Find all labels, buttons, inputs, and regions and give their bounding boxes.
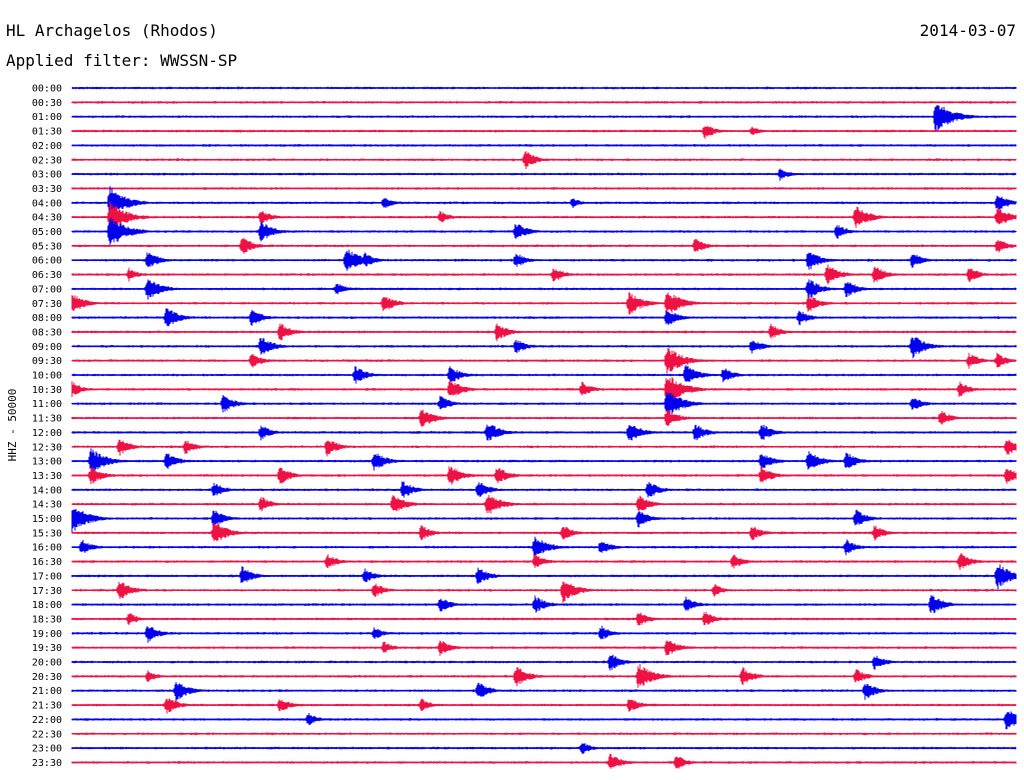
trace-row <box>71 625 1017 643</box>
time-label: 22:00 <box>32 715 62 726</box>
time-label: 18:00 <box>32 600 62 611</box>
time-label: 10:30 <box>32 385 62 396</box>
time-label: 20:30 <box>32 672 62 683</box>
trace-row <box>71 126 1017 139</box>
trace-row <box>71 753 1017 769</box>
time-label: 10:00 <box>32 371 62 382</box>
time-label: 18:30 <box>32 614 62 625</box>
trace-row <box>71 201 1017 231</box>
time-label: 11:30 <box>32 414 62 425</box>
time-label: 08:00 <box>32 313 62 324</box>
trace-row <box>71 377 1017 406</box>
time-label: 13:30 <box>32 471 62 482</box>
time-label: 06:30 <box>32 270 62 281</box>
time-label: 20:00 <box>32 658 62 669</box>
time-label: 06:00 <box>32 256 62 267</box>
trace-row <box>71 448 1017 472</box>
trace-row <box>71 105 1017 132</box>
trace-row <box>71 522 1017 542</box>
date-label: 2014-03-07 <box>919 21 1016 40</box>
time-label: 17:00 <box>32 571 62 582</box>
trace-row <box>71 186 1017 217</box>
seismogram-traces <box>71 86 1017 769</box>
time-label: 02:00 <box>32 141 62 152</box>
time-label: 16:00 <box>32 543 62 554</box>
time-label: 14:00 <box>32 485 62 496</box>
time-label: 03:30 <box>32 184 62 195</box>
time-label: 01:00 <box>32 112 62 123</box>
time-label: 22:30 <box>32 729 62 740</box>
time-label: 09:00 <box>32 342 62 353</box>
time-label: 03:00 <box>32 170 62 181</box>
time-label: 16:30 <box>32 557 62 568</box>
time-label: 19:30 <box>32 643 62 654</box>
trace-row <box>71 564 1017 590</box>
trace-row <box>71 291 1017 317</box>
time-label: 02:30 <box>32 155 62 166</box>
time-label: 11:00 <box>32 399 62 410</box>
time-label: 23:00 <box>32 744 62 755</box>
y-axis-label: HHZ - 50000 <box>6 389 19 462</box>
trace-row <box>71 581 1017 603</box>
time-label: 17:30 <box>32 586 62 597</box>
time-label: 07:00 <box>32 284 62 295</box>
time-label: 04:00 <box>32 198 62 209</box>
time-label: 15:30 <box>32 528 62 539</box>
time-label: 00:30 <box>32 98 62 109</box>
time-label: 09:30 <box>32 356 62 367</box>
time-label: 21:30 <box>32 701 62 712</box>
time-label: 23:30 <box>32 758 62 769</box>
trace-row <box>71 682 1017 702</box>
filter-label: Applied filter: WWSSN-SP <box>6 51 238 70</box>
time-label: 15:00 <box>32 514 62 525</box>
time-label: 04:30 <box>32 213 62 224</box>
time-label: 05:00 <box>32 227 62 238</box>
time-label: 00:00 <box>32 84 62 95</box>
time-label: 19:00 <box>32 629 62 640</box>
time-label: 07:30 <box>32 299 62 310</box>
trace-row <box>71 698 1017 714</box>
time-label: 12:00 <box>32 428 62 439</box>
time-label: 21:00 <box>32 686 62 697</box>
time-label: 12:30 <box>32 442 62 453</box>
trace-row <box>71 711 1017 730</box>
time-labels: 00:00 00:30 01:00 01:30 02:00 02:30 03:00 03:30… <box>32 84 62 769</box>
trace-row <box>71 337 1017 359</box>
trace-row <box>71 439 1017 457</box>
time-label: 08:30 <box>32 327 62 338</box>
time-label: 14:30 <box>32 500 62 511</box>
time-label: 01:30 <box>32 127 62 138</box>
time-label: 13:00 <box>32 457 62 468</box>
station-title: HL Archagelos (Rhodos) <box>6 21 218 40</box>
time-label: 05:30 <box>32 241 62 252</box>
